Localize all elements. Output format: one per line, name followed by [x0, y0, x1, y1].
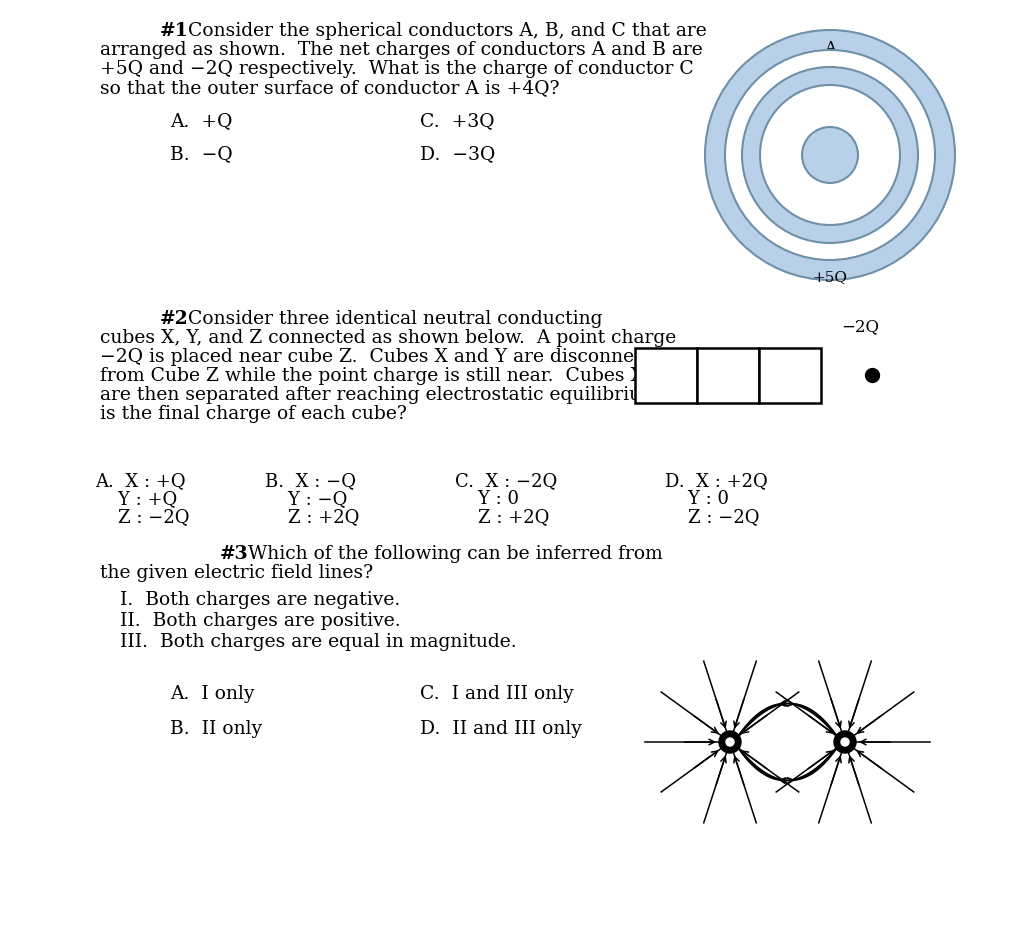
Text: +5Q and −2Q respectively.  What is the charge of conductor C: +5Q and −2Q respectively. What is the ch… [100, 60, 693, 78]
Bar [635, 348, 697, 403]
Text: Y : 0: Y : 0 [665, 490, 729, 508]
Circle shape [725, 50, 935, 260]
Text: −2Q: −2Q [841, 318, 879, 335]
Text: Consider the spherical conductors A, B, and C that are: Consider the spherical conductors A, B, … [188, 22, 707, 40]
Text: B.  II only: B. II only [170, 720, 262, 738]
Circle shape [802, 127, 858, 183]
Circle shape [760, 85, 900, 225]
Text: D.  II and III only: D. II and III only [420, 720, 582, 738]
Text: so that the outer surface of conductor A is +4Q?: so that the outer surface of conductor A… [100, 79, 559, 97]
Text: Y : −Q: Y : −Q [265, 490, 347, 508]
Text: Y : 0: Y : 0 [455, 490, 519, 508]
Bar [759, 348, 821, 403]
Text: −2Q: −2Q [812, 233, 848, 247]
Text: Y: Y [721, 364, 735, 383]
Text: D.  −3Q: D. −3Q [420, 145, 496, 163]
Text: A: A [824, 40, 836, 57]
Circle shape [726, 738, 734, 746]
Text: A.  I only: A. I only [170, 685, 255, 703]
Text: B: B [824, 75, 837, 92]
Text: B.  X : −Q: B. X : −Q [265, 472, 356, 490]
Text: Consider three identical neutral conducting: Consider three identical neutral conduct… [188, 310, 602, 328]
Text: the given electric field lines?: the given electric field lines? [100, 564, 373, 582]
Circle shape [834, 731, 856, 753]
Text: Z : −2Q: Z : −2Q [665, 508, 760, 526]
Text: III.  Both charges are equal in magnitude.: III. Both charges are equal in magnitude… [120, 633, 517, 651]
Text: II.  Both charges are positive.: II. Both charges are positive. [120, 612, 400, 630]
Circle shape [705, 30, 955, 280]
Text: is the final charge of each cube?: is the final charge of each cube? [100, 405, 407, 423]
Circle shape [719, 731, 741, 753]
Text: are then separated after reaching electrostatic equilibrium.  What: are then separated after reaching electr… [100, 386, 726, 404]
Text: Z : +2Q: Z : +2Q [455, 508, 549, 526]
Text: Which of the following can be inferred from: Which of the following can be inferred f… [248, 545, 663, 563]
Text: C.  X : −2Q: C. X : −2Q [455, 472, 557, 490]
Text: C.  +3Q: C. +3Q [420, 112, 495, 130]
Circle shape [841, 738, 849, 746]
Text: #3: #3 [220, 545, 249, 563]
Text: from Cube Z while the point charge is still near.  Cubes X and Y: from Cube Z while the point charge is st… [100, 367, 703, 385]
Text: C.  I and III only: C. I and III only [420, 685, 573, 703]
Text: I.  Both charges are negative.: I. Both charges are negative. [120, 591, 400, 609]
Text: #1: #1 [160, 22, 188, 40]
Text: arranged as shown.  The net charges of conductors A and B are: arranged as shown. The net charges of co… [100, 41, 702, 59]
Text: Z : +2Q: Z : +2Q [265, 508, 359, 526]
Text: X: X [658, 364, 674, 383]
Text: B.  −Q: B. −Q [170, 145, 232, 163]
Text: D.  X : +2Q: D. X : +2Q [665, 472, 768, 490]
Text: cubes X, Y, and Z connected as shown below.  A point charge: cubes X, Y, and Z connected as shown bel… [100, 329, 676, 347]
Text: #2: #2 [160, 310, 188, 328]
Bar [697, 348, 759, 403]
Text: Z: Z [782, 364, 798, 383]
Circle shape [742, 67, 918, 243]
Text: C: C [823, 140, 837, 157]
Text: A.  +Q: A. +Q [170, 112, 232, 130]
Text: A.  X : +Q: A. X : +Q [95, 472, 185, 490]
Text: −2Q is placed near cube Z.  Cubes X and Y are disconnected: −2Q is placed near cube Z. Cubes X and Y… [100, 348, 675, 366]
Text: Z : −2Q: Z : −2Q [95, 508, 189, 526]
Text: +5Q: +5Q [812, 270, 848, 284]
Text: Y : +Q: Y : +Q [95, 490, 177, 508]
